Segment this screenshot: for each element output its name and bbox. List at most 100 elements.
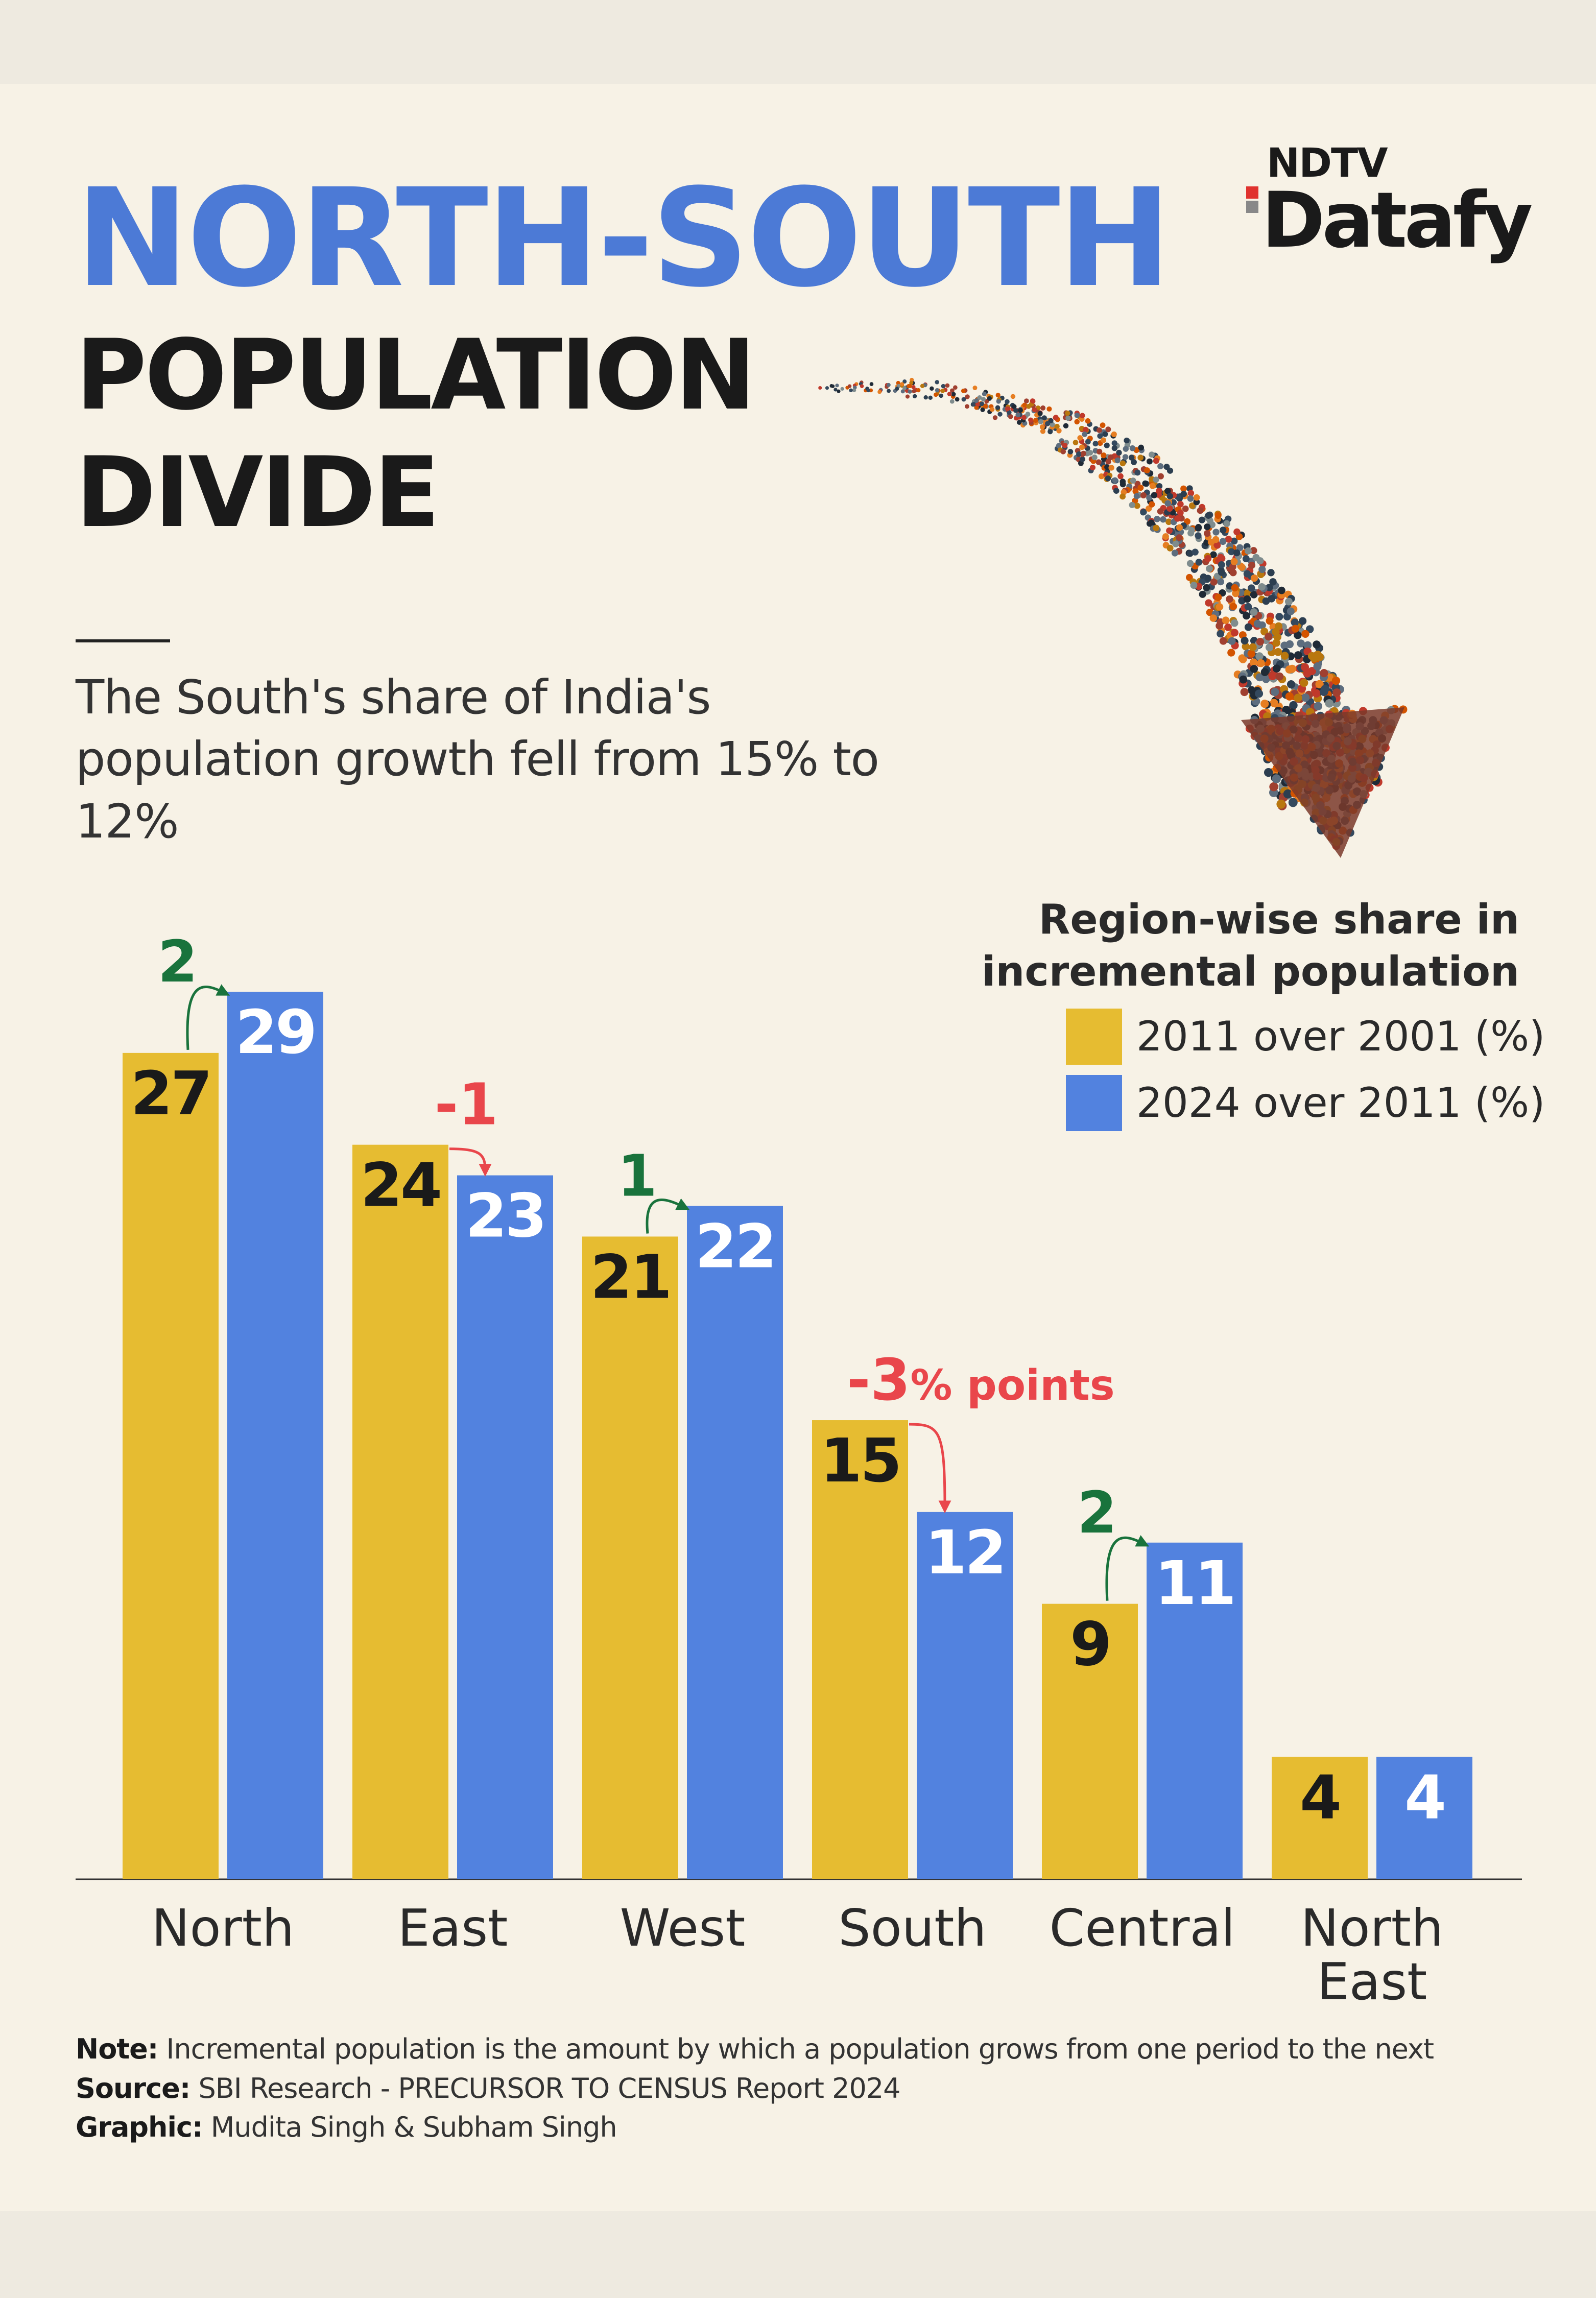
crowd-person xyxy=(1172,540,1179,547)
crowd-person xyxy=(886,382,891,387)
crowd-person xyxy=(1060,449,1066,454)
crowd-person xyxy=(1242,642,1250,651)
crowd-person xyxy=(1230,537,1238,545)
crowd-person xyxy=(1095,459,1102,465)
crowd-person xyxy=(1248,561,1256,569)
crowd-person xyxy=(1073,440,1079,445)
crowd-person xyxy=(1170,499,1177,506)
crowd-person xyxy=(1149,451,1155,458)
crowd-person xyxy=(1180,490,1187,497)
crowd-person xyxy=(1137,485,1144,491)
crowd-person xyxy=(1013,408,1018,413)
crowd-person xyxy=(987,396,992,401)
legend-label-2011: 2011 over 2001 (%) xyxy=(1136,1013,1545,1061)
crowd-person xyxy=(1301,693,1310,702)
crowd-person xyxy=(1230,619,1238,627)
crowd-person xyxy=(1122,454,1129,460)
crowd-person xyxy=(1217,578,1225,586)
crowd-person xyxy=(1262,675,1270,683)
crowd-person xyxy=(1206,565,1213,572)
crowd-person xyxy=(1266,617,1274,625)
crowd-person xyxy=(1124,437,1130,444)
crowd-person xyxy=(997,412,1003,417)
crowd-person xyxy=(1030,398,1036,404)
source-text: SBI Research - PRECURSOR TO CENSUS Repor… xyxy=(198,2072,900,2104)
crowd-person xyxy=(1039,424,1045,430)
note-line: Note: Incremental population is the amou… xyxy=(76,2030,1434,2069)
legend-item-2011: 2011 over 2001 (%) xyxy=(932,1008,1545,1065)
crowd-person xyxy=(911,385,916,390)
crowd-person xyxy=(1010,394,1016,399)
crowd-person xyxy=(1294,651,1302,659)
crowd-person xyxy=(1177,509,1184,516)
crowd-person xyxy=(1248,584,1255,592)
crowd-person xyxy=(940,389,945,393)
crowd-person xyxy=(955,397,960,402)
crowd-person xyxy=(1063,423,1069,429)
crowd-person xyxy=(1228,548,1235,556)
crowd-person xyxy=(1080,456,1086,462)
crowd-person xyxy=(1079,444,1085,450)
crowd-person xyxy=(1272,774,1281,783)
crowd-person xyxy=(1133,493,1140,499)
crowd-person xyxy=(1056,428,1062,434)
crowd-person xyxy=(837,389,841,393)
crowd-person xyxy=(1256,638,1265,646)
crowd-person xyxy=(1146,458,1153,465)
crowd-person xyxy=(1099,473,1105,480)
crowd-person xyxy=(989,407,995,412)
crowd-person xyxy=(1033,418,1038,423)
crowd-person xyxy=(1153,476,1159,483)
legend-swatch-2024 xyxy=(1066,1074,1122,1131)
crowd-person xyxy=(1320,687,1328,697)
crowd-person xyxy=(1054,423,1060,429)
crowd-person xyxy=(1113,488,1119,494)
crowd-person xyxy=(1258,583,1266,591)
crowd-person xyxy=(1040,428,1046,434)
note-label: Note: xyxy=(76,2033,158,2065)
logo-red-square xyxy=(1246,186,1258,199)
crowd-person xyxy=(1101,452,1107,459)
crowd-person xyxy=(1249,658,1258,666)
crowd-person xyxy=(1217,554,1225,561)
crowd-person xyxy=(1222,616,1230,625)
crowd-person xyxy=(1025,412,1031,417)
crowd-person xyxy=(1192,548,1199,556)
crowd-person xyxy=(971,402,976,407)
crowd-person xyxy=(965,394,970,399)
crowd-person xyxy=(849,388,853,393)
crowd-person xyxy=(1250,608,1258,616)
crowd-person xyxy=(1275,613,1283,621)
crowd-person xyxy=(869,382,874,386)
crowd-person xyxy=(1287,680,1296,689)
crowd-person xyxy=(1231,629,1238,637)
crowd-person xyxy=(920,384,925,388)
crowd-person xyxy=(1114,457,1121,464)
crowd-person xyxy=(825,386,829,390)
crowd-person xyxy=(1216,603,1224,611)
crowd-person xyxy=(1270,699,1278,707)
crowd-person xyxy=(1220,526,1227,534)
crowd-person xyxy=(1229,569,1237,577)
crowd-person xyxy=(1097,427,1102,433)
crowd-person xyxy=(1123,446,1129,452)
crowd-person xyxy=(1091,454,1098,461)
crowd-person xyxy=(930,386,934,391)
crowd-person xyxy=(1085,418,1091,424)
crowd-person xyxy=(1217,630,1225,638)
crowd-person xyxy=(1140,492,1147,499)
crowd-person xyxy=(1204,530,1211,537)
crowd-person xyxy=(1153,458,1159,464)
crowd-person xyxy=(1274,648,1282,656)
crowd-person xyxy=(1132,488,1139,495)
crowd-person xyxy=(1149,483,1156,489)
crowd-person xyxy=(1157,473,1164,480)
crowd-person xyxy=(923,395,928,400)
crowd-person xyxy=(1089,464,1096,471)
crowd-person xyxy=(1291,625,1300,633)
crowd-person xyxy=(1280,652,1289,660)
crowd-person xyxy=(1204,523,1211,531)
crowd-person xyxy=(1076,451,1082,457)
crowd-person xyxy=(1313,662,1322,671)
crowd-person xyxy=(1243,570,1251,578)
